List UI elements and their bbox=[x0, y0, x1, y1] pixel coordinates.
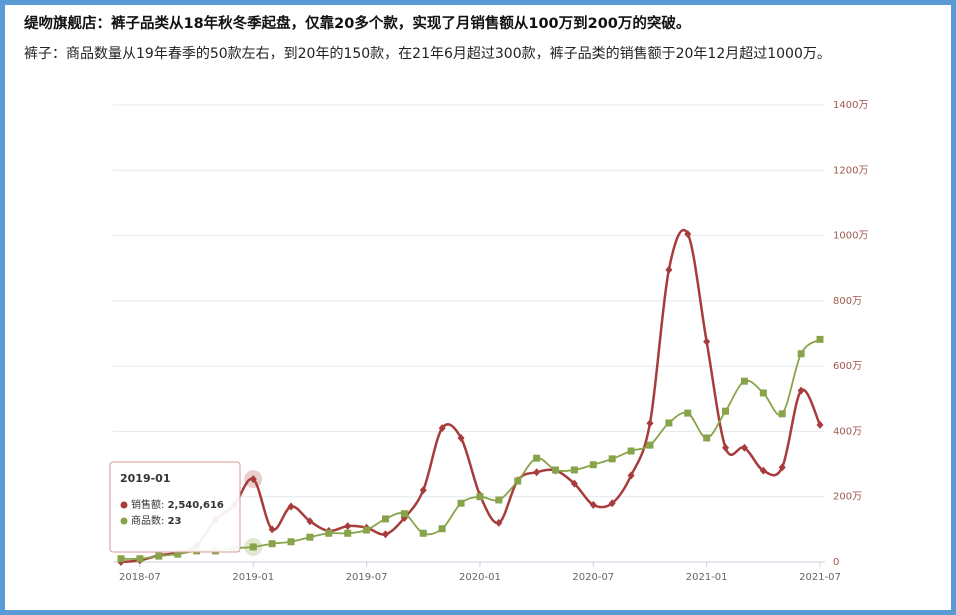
marker bbox=[627, 447, 635, 455]
marker bbox=[268, 540, 276, 548]
tooltip-series-name: 商品数 bbox=[131, 514, 161, 527]
y-tick-label: 1400万 bbox=[833, 100, 868, 111]
marker bbox=[684, 409, 692, 417]
marker bbox=[476, 493, 484, 501]
marker bbox=[665, 419, 673, 427]
marker bbox=[759, 389, 767, 397]
marker bbox=[570, 466, 578, 474]
marker bbox=[344, 522, 352, 531]
marker bbox=[589, 461, 597, 469]
marker bbox=[344, 529, 352, 537]
tooltip-sep: : bbox=[161, 500, 168, 511]
marker bbox=[816, 335, 824, 343]
marker bbox=[381, 530, 389, 539]
marker bbox=[570, 479, 578, 488]
plot: 0 200万 400万 600万 800万 1000万 1200万 1400万 2018-07 2… bbox=[113, 100, 868, 583]
marker bbox=[495, 496, 503, 504]
x-tick-label: 2019-07 bbox=[346, 572, 388, 583]
marker bbox=[495, 518, 503, 527]
marker bbox=[419, 486, 427, 495]
tooltip-series-name: 销售额 bbox=[131, 498, 161, 511]
marker bbox=[287, 502, 295, 511]
tooltip-title: 2019-01 bbox=[120, 472, 171, 485]
marker bbox=[646, 441, 654, 449]
tooltip: 2019-01 销售额: 2,540,616 商品数: 23 bbox=[109, 461, 241, 553]
marker bbox=[249, 543, 257, 551]
marker bbox=[703, 434, 711, 442]
marker bbox=[797, 386, 805, 395]
marker bbox=[533, 468, 541, 477]
marker bbox=[363, 526, 371, 534]
marker bbox=[665, 265, 673, 274]
marker bbox=[155, 552, 163, 560]
marker bbox=[740, 443, 748, 452]
tooltip-value: 2,540,616 bbox=[168, 500, 224, 511]
x-tick-label: 2019-01 bbox=[232, 572, 274, 583]
marker bbox=[797, 350, 805, 358]
marker bbox=[778, 463, 786, 472]
marker bbox=[287, 538, 295, 546]
marker bbox=[533, 454, 541, 462]
y-tick-label: 1000万 bbox=[833, 231, 868, 242]
tooltip-box bbox=[109, 461, 241, 553]
marker bbox=[589, 500, 597, 509]
marker bbox=[759, 466, 767, 475]
x-tick-label: 2020-07 bbox=[572, 572, 614, 583]
marker bbox=[438, 424, 446, 433]
x-tick-label: 2021-07 bbox=[799, 572, 841, 583]
marker bbox=[552, 466, 560, 474]
marker bbox=[325, 529, 333, 537]
y-tick-label: 600万 bbox=[833, 361, 862, 372]
marker bbox=[438, 525, 446, 533]
y-tick-label: 400万 bbox=[833, 426, 862, 437]
x-tick-label: 2020-01 bbox=[459, 572, 501, 583]
tooltip-dot bbox=[120, 517, 128, 525]
marker bbox=[646, 419, 654, 428]
marker bbox=[778, 410, 786, 418]
marker bbox=[457, 433, 465, 442]
chart-title: 缇吻旗舰店：裤子品类从18年秋冬季起盘，仅靠20多个款，实现了月销售额从100万… bbox=[24, 14, 690, 32]
marker bbox=[117, 555, 125, 563]
x-tick-label: 2021-01 bbox=[686, 572, 728, 583]
y-tick-label: 1200万 bbox=[833, 165, 868, 176]
marker bbox=[268, 525, 276, 534]
marker bbox=[722, 407, 730, 415]
marker bbox=[419, 529, 427, 537]
marker bbox=[703, 337, 711, 346]
marker bbox=[306, 517, 314, 526]
x-tick-label: 2018-07 bbox=[119, 572, 161, 583]
tooltip-sep: : bbox=[161, 516, 168, 527]
tooltip-dot bbox=[120, 501, 128, 509]
y-tick-label: 0 bbox=[833, 557, 839, 568]
marker bbox=[136, 555, 144, 563]
tooltip-value: 23 bbox=[168, 516, 182, 527]
marker bbox=[249, 475, 257, 484]
marker bbox=[457, 499, 465, 507]
marker bbox=[608, 455, 616, 463]
tooltip-row: 销售额: 2,540,616 bbox=[131, 498, 224, 511]
marker bbox=[514, 477, 522, 485]
tooltip-row: 商品数: 23 bbox=[131, 514, 182, 527]
marker bbox=[722, 443, 730, 452]
marker bbox=[306, 533, 314, 541]
marker bbox=[684, 229, 692, 238]
marker bbox=[608, 499, 616, 508]
y-tick-label: 200万 bbox=[833, 492, 862, 503]
y-tick-label: 800万 bbox=[833, 296, 862, 307]
marker bbox=[400, 510, 408, 518]
marker bbox=[627, 471, 635, 480]
chart-subtitle: 裤子：商品数量从19年春季的50款左右，到20年的150款，在21年6月超过30… bbox=[24, 46, 831, 62]
marker bbox=[381, 515, 389, 523]
marker bbox=[174, 550, 182, 558]
marker bbox=[816, 420, 824, 429]
marker bbox=[740, 377, 748, 385]
